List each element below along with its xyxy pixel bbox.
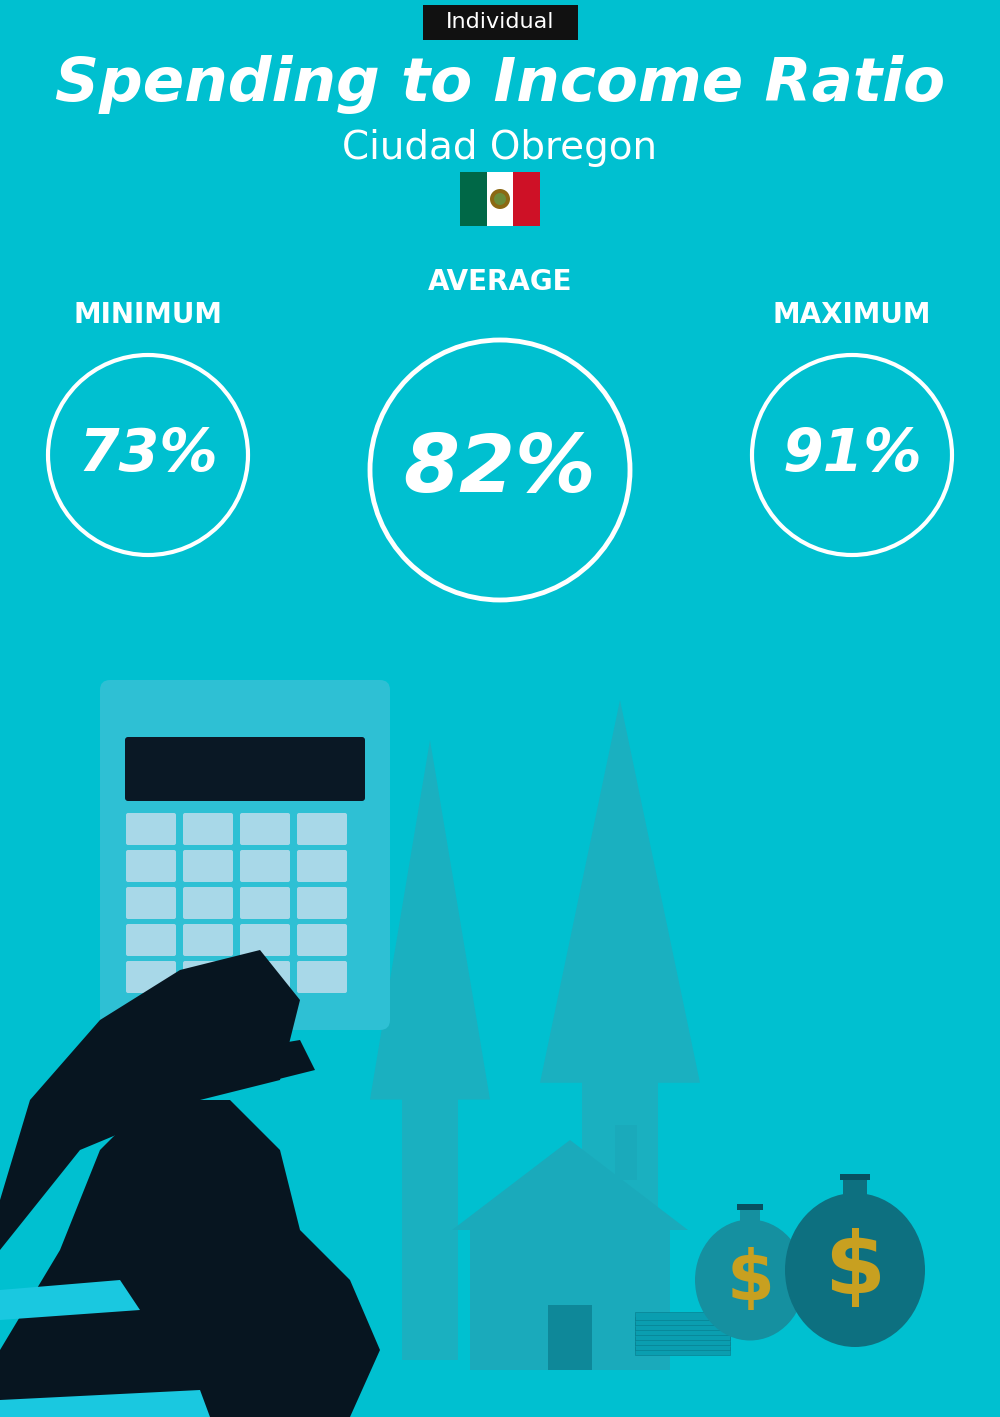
Bar	[843, 1176, 867, 1207]
Circle shape	[490, 188, 510, 208]
Text: Ciudad Obregon: Ciudad Obregon	[342, 129, 658, 167]
Text: Individual: Individual	[446, 13, 554, 33]
Text: AVERAGE: AVERAGE	[428, 268, 572, 296]
FancyBboxPatch shape	[422, 6, 578, 40]
Ellipse shape	[695, 1220, 805, 1340]
Bar	[460, 171, 487, 225]
Polygon shape	[0, 949, 300, 1417]
Text: 82%: 82%	[404, 431, 596, 509]
FancyBboxPatch shape	[240, 961, 290, 993]
Polygon shape	[0, 1280, 140, 1321]
Bar	[635, 1338, 730, 1345]
Text: 91%: 91%	[782, 427, 922, 483]
Circle shape	[494, 193, 506, 205]
Text: $: $	[824, 1229, 886, 1312]
FancyBboxPatch shape	[183, 887, 233, 920]
FancyBboxPatch shape	[100, 680, 390, 1030]
FancyBboxPatch shape	[297, 924, 347, 956]
FancyBboxPatch shape	[240, 887, 290, 920]
FancyBboxPatch shape	[297, 887, 347, 920]
Text: 73%: 73%	[78, 427, 218, 483]
Bar	[548, 1305, 592, 1370]
FancyBboxPatch shape	[126, 924, 176, 956]
Bar	[635, 1348, 730, 1355]
Bar	[635, 1322, 730, 1331]
FancyBboxPatch shape	[297, 850, 347, 881]
Text: $: $	[726, 1247, 774, 1314]
Polygon shape	[240, 1040, 315, 1085]
FancyBboxPatch shape	[183, 924, 233, 956]
Polygon shape	[452, 1141, 688, 1230]
Bar	[635, 1326, 730, 1335]
Bar	[615, 1125, 637, 1180]
FancyBboxPatch shape	[183, 813, 233, 845]
FancyBboxPatch shape	[183, 961, 233, 993]
FancyBboxPatch shape	[126, 887, 176, 920]
FancyBboxPatch shape	[297, 813, 347, 845]
Bar	[635, 1342, 730, 1350]
Polygon shape	[370, 740, 490, 1360]
Bar	[737, 1203, 763, 1210]
FancyBboxPatch shape	[297, 961, 347, 993]
FancyBboxPatch shape	[240, 850, 290, 881]
Bar	[635, 1332, 730, 1340]
FancyBboxPatch shape	[240, 924, 290, 956]
Bar	[470, 1230, 670, 1370]
Polygon shape	[0, 1390, 210, 1417]
Ellipse shape	[785, 1193, 925, 1348]
Bar	[635, 1312, 730, 1321]
Text: MINIMUM: MINIMUM	[74, 300, 222, 329]
Text: Spending to Income Ratio: Spending to Income Ratio	[55, 55, 945, 115]
FancyBboxPatch shape	[125, 737, 365, 801]
Bar	[740, 1206, 760, 1230]
FancyBboxPatch shape	[240, 813, 290, 845]
FancyBboxPatch shape	[126, 961, 176, 993]
FancyBboxPatch shape	[126, 850, 176, 881]
Text: MAXIMUM: MAXIMUM	[773, 300, 931, 329]
Bar	[635, 1316, 730, 1325]
Bar	[840, 1175, 870, 1180]
Polygon shape	[540, 700, 700, 1360]
Bar	[487, 171, 513, 225]
Polygon shape	[0, 1100, 380, 1417]
Bar	[513, 171, 540, 225]
FancyBboxPatch shape	[183, 850, 233, 881]
FancyBboxPatch shape	[126, 813, 176, 845]
